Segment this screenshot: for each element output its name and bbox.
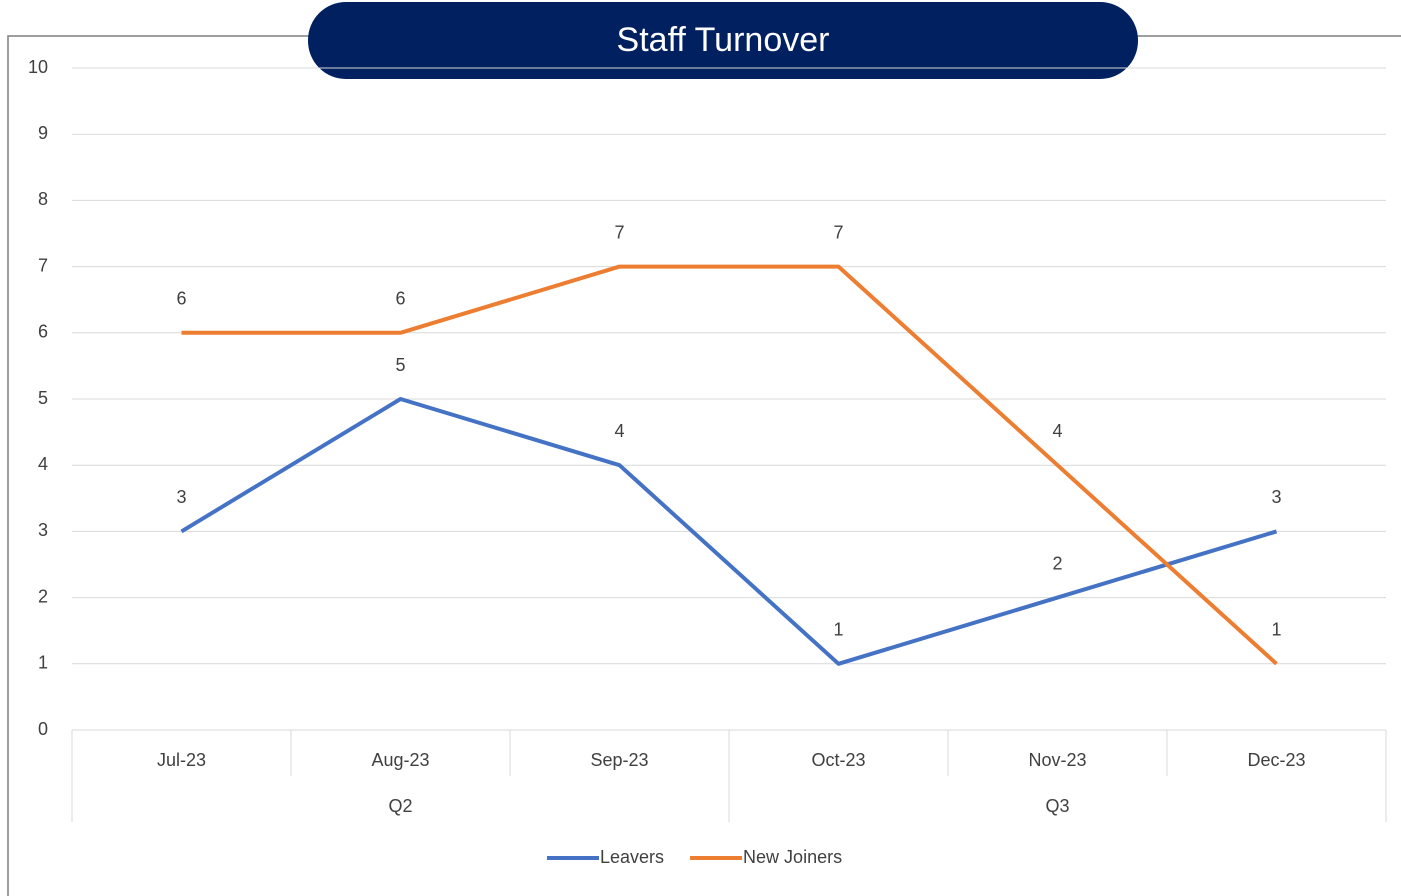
data-label: 4	[614, 421, 624, 441]
y-tick-label: 0	[38, 719, 48, 739]
series-line	[181, 264, 1278, 666]
legend-label: Leavers	[600, 847, 664, 867]
data-label: 4	[1052, 421, 1062, 441]
x-tick-label: Nov-23	[1028, 750, 1086, 770]
data-label: 3	[1271, 487, 1281, 507]
chart-frame	[7, 35, 1401, 896]
data-label: 7	[833, 222, 843, 242]
y-tick-label: 1	[38, 653, 48, 673]
y-tick-label: 4	[38, 454, 48, 474]
x-tick-label: Sep-23	[590, 750, 648, 770]
title-pill	[308, 2, 1138, 79]
group-label: Q2	[388, 796, 412, 816]
data-label: 2	[1052, 553, 1062, 573]
series-line	[180, 397, 1278, 666]
data-label: 5	[395, 355, 405, 375]
legend-label: New Joiners	[743, 847, 842, 867]
data-label: 7	[614, 222, 624, 242]
data-label: 6	[176, 289, 186, 309]
y-tick-label: 7	[38, 255, 48, 275]
data-label: 6	[395, 289, 405, 309]
y-tick-label: 5	[38, 388, 48, 408]
y-tick-label: 10	[28, 57, 48, 77]
x-tick-label: Oct-23	[811, 750, 865, 770]
y-tick-label: 9	[38, 123, 48, 143]
data-label: 1	[833, 620, 843, 640]
y-tick-label: 3	[38, 520, 48, 540]
x-tick-label: Dec-23	[1247, 750, 1305, 770]
data-label: 1	[1271, 620, 1281, 640]
x-tick-label: Aug-23	[371, 750, 429, 770]
data-label: 3	[176, 487, 186, 507]
x-tick-label: Jul-23	[157, 750, 206, 770]
group-label: Q3	[1045, 796, 1069, 816]
y-tick-label: 6	[38, 322, 48, 342]
chart-title: Staff Turnover	[617, 21, 830, 59]
y-tick-label: 2	[38, 586, 48, 606]
y-tick-label: 8	[38, 189, 48, 209]
